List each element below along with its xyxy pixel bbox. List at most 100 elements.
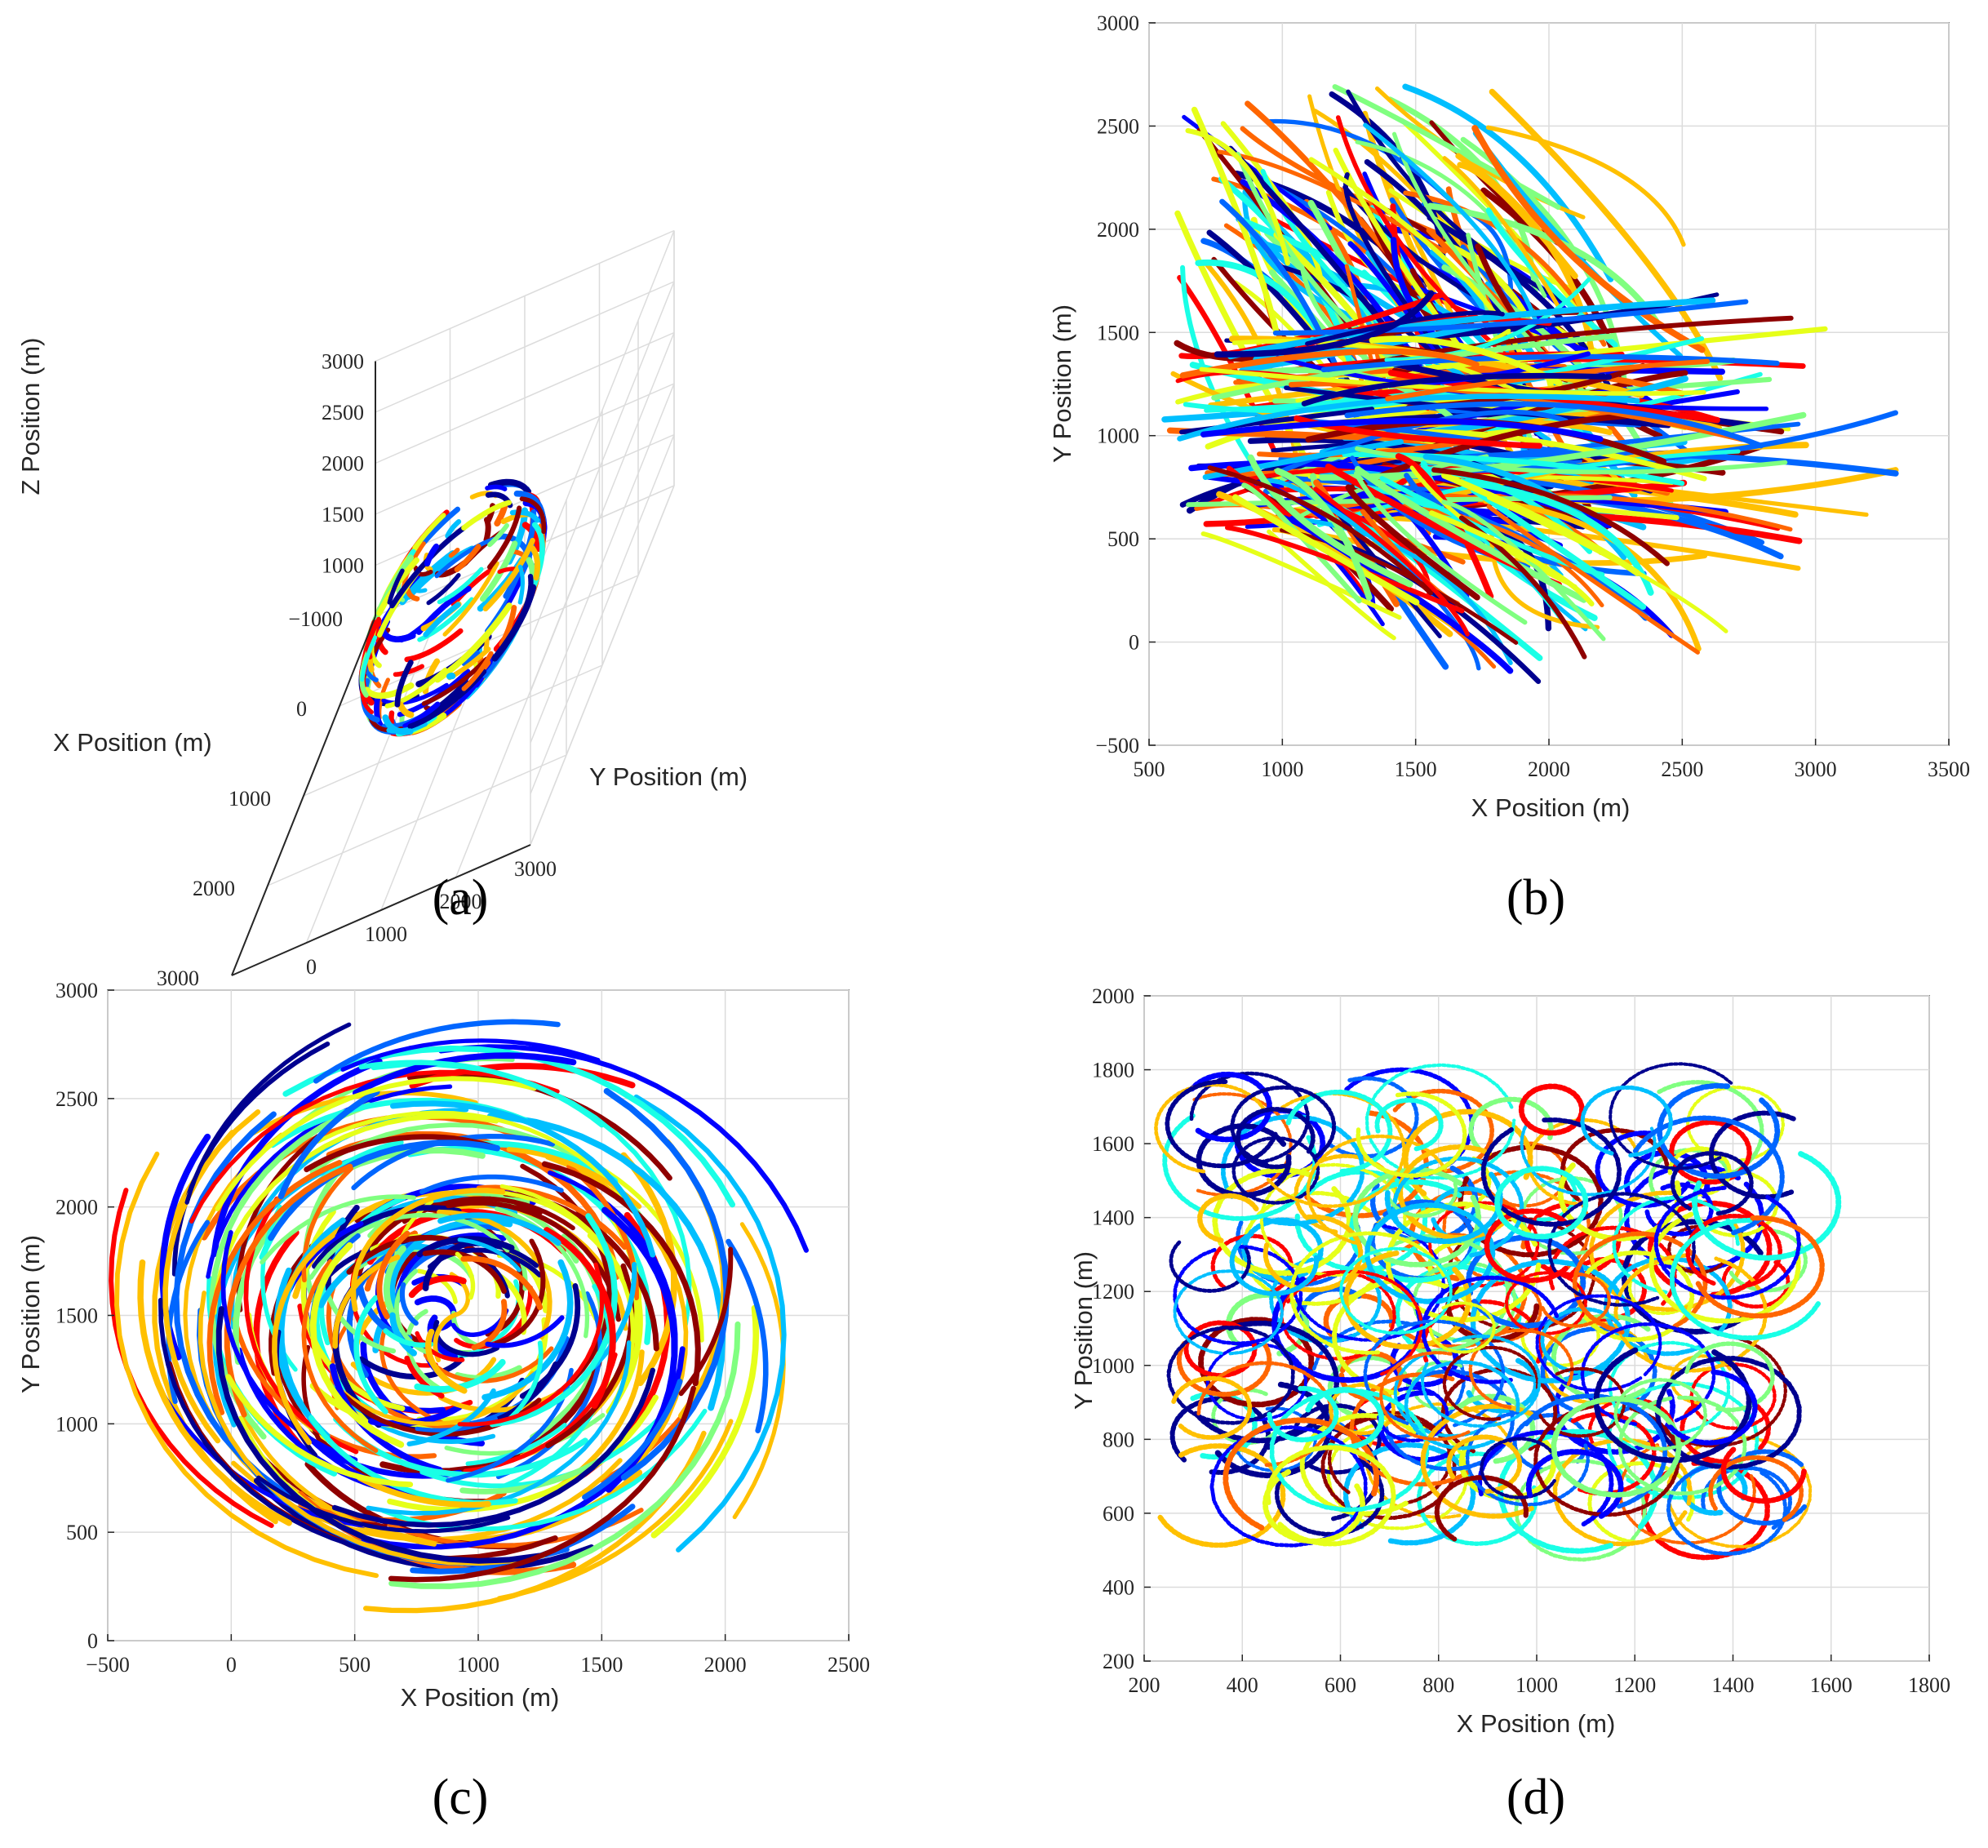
b-ytick-label: 500 — [1107, 527, 1139, 551]
c-ytick-label: 1000 — [55, 1412, 98, 1436]
panel-a-trajectory — [412, 513, 446, 550]
panel-b-trajectory — [1191, 106, 1280, 335]
panel-c-trajectory — [331, 1367, 656, 1528]
b-xtick-label: 1500 — [1395, 757, 1437, 781]
panel-c-trajectory — [162, 1130, 235, 1444]
panel-b-ylabel: Y Position (m) — [1048, 304, 1076, 463]
panel-c-trajectory — [383, 1328, 434, 1348]
panel-c-trajectory — [433, 1319, 500, 1357]
panel-b-trajectory — [1443, 241, 1559, 420]
panel-d-trajectory — [1627, 1260, 1695, 1316]
panel-a-trajectory — [517, 564, 526, 605]
panel-c-trajectory — [312, 1205, 462, 1269]
panel-c-trajectory — [495, 1206, 590, 1339]
panel-c-trajectory — [356, 1474, 491, 1508]
panel-c-trajectory — [408, 1275, 467, 1299]
panel-d-trajectory — [1689, 1362, 1777, 1430]
panel-d-trajectory — [1468, 1096, 1554, 1153]
panel-d-trajectory — [1166, 1326, 1295, 1425]
panel-d-trajectory — [1617, 1395, 1747, 1496]
panel-a-trajectory — [405, 587, 420, 602]
c-xtick-label: 1000 — [457, 1653, 499, 1677]
panel-c-trajectories — [109, 1019, 809, 1614]
panel-d-trajectory — [1609, 1062, 1733, 1171]
d-ytick-label: 600 — [1103, 1502, 1134, 1526]
panel-d-trajectory — [1552, 1437, 1693, 1547]
panel-c-trajectory — [224, 1163, 353, 1418]
panel-d-trajectory — [1262, 1214, 1364, 1293]
panel-b-trajectory — [1247, 454, 1413, 588]
panel-c-chart: −500 0 500 1000 1500 2000 25000500100015002000… — [16, 979, 870, 1712]
panel-a-grid-line — [530, 434, 675, 794]
panel-b-trajectory — [1428, 510, 1595, 606]
panel-b-trajectories — [1161, 83, 1899, 684]
panel-a-x-axis — [231, 615, 376, 976]
panel-d-xlabel: X Position (m) — [1457, 1709, 1616, 1738]
panel-c-trajectory — [544, 1227, 616, 1409]
panel-d-trajectory — [1480, 1437, 1559, 1499]
d-ytick-label: 1400 — [1092, 1206, 1134, 1230]
panel-b-trajectory — [1241, 482, 1362, 604]
panel-d-trajectory — [1165, 1079, 1278, 1169]
panel-d-trajectory — [1196, 1193, 1259, 1244]
panel-b-trajectory — [1455, 153, 1599, 389]
c-xtick-label: −500 — [86, 1653, 130, 1677]
panel-b-trajectory — [1272, 299, 1749, 336]
b-xtick-label: 3000 — [1795, 757, 1837, 781]
panel-a-y-axis — [231, 844, 531, 976]
d-ytick-label: 400 — [1103, 1575, 1134, 1599]
panel-b-trajectory — [1442, 156, 1564, 313]
panel-a-ytick-label: 1000 — [365, 922, 407, 946]
panel-c-trajectory — [114, 1151, 379, 1579]
panel-c-trajectory — [438, 1044, 809, 1253]
panel-c-trajectory — [358, 1059, 605, 1128]
c-ytick-label: 0 — [87, 1629, 98, 1653]
d-xtick-label: 400 — [1227, 1673, 1258, 1697]
panel-c-trajectory — [253, 1477, 595, 1572]
panel-a-ztick-label: 2000 — [322, 452, 364, 476]
panel-d-trajectory — [1720, 1446, 1807, 1504]
panel-c-trajectory — [197, 1290, 546, 1566]
panel-d-trajectory — [1285, 1269, 1423, 1376]
panel-c-trajectory — [350, 1188, 506, 1313]
panel-a-trajectory — [404, 628, 464, 663]
panel-a-xtick-label: 1000 — [229, 787, 271, 811]
panel-b-trajectory — [1179, 348, 1480, 379]
d-xtick-label: 1200 — [1613, 1673, 1656, 1697]
d-xtick-label: 800 — [1422, 1673, 1454, 1697]
panel-b-trajectory — [1489, 88, 1724, 382]
panel-d-trajectory — [1547, 1192, 1697, 1307]
panel-d-trajectory — [1668, 1119, 1752, 1185]
panel-c-trajectory — [268, 1139, 500, 1242]
panel-d-trajectory — [1306, 1134, 1448, 1246]
panel-a-grid-line — [530, 281, 675, 642]
panel-b-trajectory — [1395, 453, 1494, 600]
panel-c-trajectory — [409, 1063, 636, 1089]
panel-c-trajectory — [481, 1259, 574, 1401]
panel-a-trajectory — [499, 605, 517, 648]
caption-a: (a) — [433, 870, 489, 926]
panel-c-ticks: −500 0 500 1000 1500 2000 25000500100015002000… — [55, 979, 870, 1677]
panel-d-trajectory — [1518, 1083, 1585, 1136]
panel-a-trajectory — [485, 484, 508, 491]
panel-c-trajectory — [388, 1385, 696, 1583]
panel-a-ztick-label: 2500 — [322, 401, 364, 424]
panel-a-xlabel: X Position (m) — [53, 728, 212, 757]
panel-c-trajectory — [242, 1415, 437, 1547]
panel-c-trajectory — [206, 1159, 343, 1415]
panel-c-trajectory — [389, 1312, 417, 1357]
panel-c-trajectory — [437, 1388, 566, 1413]
panel-d-trajectory — [1647, 1200, 1773, 1298]
panel-a-grid-line — [455, 518, 601, 878]
panel-c-trajectory — [225, 1374, 414, 1488]
panel-b-xlabel: X Position (m) — [1471, 793, 1631, 822]
panel-c-trajectory — [313, 1019, 561, 1084]
panel-d-trajectory — [1170, 1375, 1253, 1440]
panel-b-trajectory — [1313, 486, 1470, 637]
b-xtick-label: 2000 — [1528, 757, 1570, 781]
panel-d-trajectory — [1617, 1443, 1756, 1545]
panel-a-trajectory — [454, 544, 481, 573]
panel-a-trajectory — [487, 522, 509, 548]
panel-d-trajectory — [1446, 1434, 1523, 1495]
